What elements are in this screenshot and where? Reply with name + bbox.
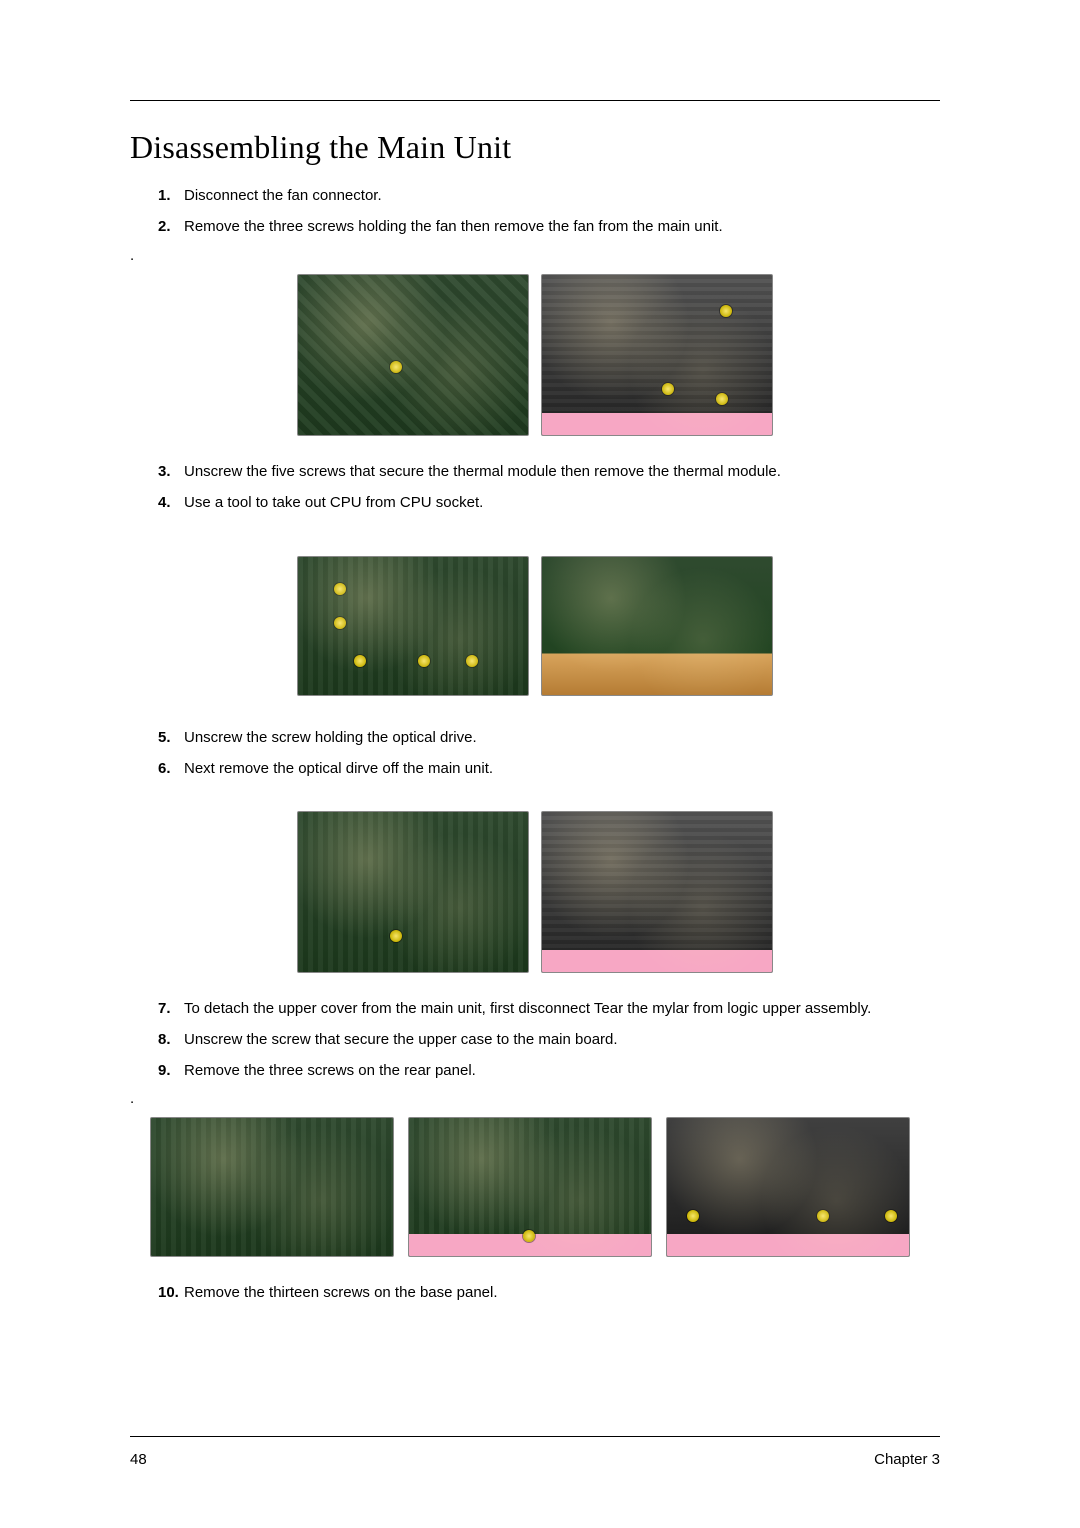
- figure-row-3: [130, 811, 940, 973]
- step-number: 1.: [158, 184, 184, 207]
- figure-fan-connector: [297, 274, 529, 436]
- step-text: Unscrew the five screws that secure the …: [184, 460, 940, 483]
- steps-group-1: 1. Disconnect the fan connector. 2. Remo…: [130, 184, 940, 239]
- step-text: Unscrew the screw holding the optical dr…: [184, 726, 940, 749]
- step-text: Remove the three screws holding the fan …: [184, 215, 940, 238]
- step-text: Disconnect the fan connector.: [184, 184, 940, 207]
- step-number: 3.: [158, 460, 184, 483]
- step-2: 2. Remove the three screws holding the f…: [158, 215, 940, 238]
- steps-group-2: 3. Unscrew the five screws that secure t…: [130, 460, 940, 515]
- steps-group-3: 5. Unscrew the screw holding the optical…: [130, 726, 940, 781]
- step-number: 8.: [158, 1028, 184, 1051]
- page-title: Disassembling the Main Unit: [130, 129, 940, 166]
- figure-row-1: [130, 274, 940, 436]
- step-number: 2.: [158, 215, 184, 238]
- page-number: 48: [130, 1451, 147, 1468]
- step-3: 3. Unscrew the five screws that secure t…: [158, 460, 940, 483]
- rule-top: [130, 100, 940, 101]
- step-number: 7.: [158, 997, 184, 1020]
- step-text: Next remove the optical dirve off the ma…: [184, 757, 940, 780]
- step-number: 4.: [158, 491, 184, 514]
- continuation-mark: .: [130, 1090, 940, 1107]
- figure-fan-screws: [541, 274, 773, 436]
- figure-mylar-tear: [150, 1117, 394, 1257]
- page-footer: 48 Chapter 3: [130, 1436, 940, 1468]
- step-text: Remove the three screws on the rear pane…: [184, 1059, 940, 1082]
- figure-rear-panel-screws: [666, 1117, 910, 1257]
- step-5: 5. Unscrew the screw holding the optical…: [158, 726, 940, 749]
- step-text: Use a tool to take out CPU from CPU sock…: [184, 491, 940, 514]
- steps-group-4: 7. To detach the upper cover from the ma…: [130, 997, 940, 1083]
- chapter-label: Chapter 3: [874, 1451, 940, 1468]
- figure-row-2: [130, 556, 940, 696]
- step-number: 9.: [158, 1059, 184, 1082]
- figure-thermal-module: [297, 556, 529, 696]
- step-7: 7. To detach the upper cover from the ma…: [158, 997, 940, 1020]
- continuation-mark: .: [130, 247, 940, 264]
- step-9: 9. Remove the three screws on the rear p…: [158, 1059, 940, 1082]
- step-6: 6. Next remove the optical dirve off the…: [158, 757, 940, 780]
- step-1: 1. Disconnect the fan connector.: [158, 184, 940, 207]
- rule-bottom: [130, 1436, 940, 1437]
- step-text: Unscrew the screw that secure the upper …: [184, 1028, 940, 1051]
- step-10: 10. Remove the thirteen screws on the ba…: [158, 1281, 940, 1304]
- steps-group-5: 10. Remove the thirteen screws on the ba…: [130, 1281, 940, 1304]
- step-number: 10.: [158, 1281, 184, 1304]
- step-number: 6.: [158, 757, 184, 780]
- figure-row-4: [130, 1117, 940, 1257]
- step-text: To detach the upper cover from the main …: [184, 997, 940, 1020]
- step-number: 5.: [158, 726, 184, 749]
- figure-optical-screw: [297, 811, 529, 973]
- step-8: 8. Unscrew the screw that secure the upp…: [158, 1028, 940, 1051]
- page: Disassembling the Main Unit 1. Disconnec…: [0, 0, 1080, 1528]
- step-4: 4. Use a tool to take out CPU from CPU s…: [158, 491, 940, 514]
- step-text: Remove the thirteen screws on the base p…: [184, 1281, 940, 1304]
- figure-cpu-socket: [541, 556, 773, 696]
- figure-upper-case-screw: [408, 1117, 652, 1257]
- figure-optical-remove: [541, 811, 773, 973]
